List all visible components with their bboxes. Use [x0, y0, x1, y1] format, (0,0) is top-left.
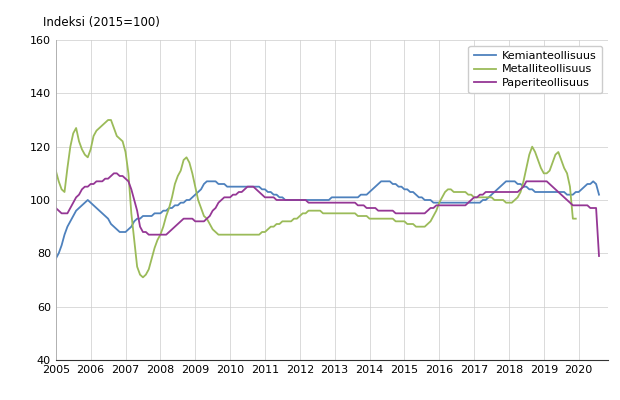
Paperiteollisuus	[235, 190, 242, 194]
Metalliteollisuus	[572, 216, 580, 221]
Paperiteollisuus	[581, 203, 588, 208]
Paperiteollisuus	[595, 254, 603, 258]
Paperiteollisuus	[55, 208, 63, 213]
Text: Indeksi (2015=100): Indeksi (2015=100)	[43, 16, 161, 29]
Kemianteollisuus	[203, 179, 211, 184]
Paperiteollisuus	[52, 206, 60, 210]
Paperiteollisuus	[252, 187, 260, 192]
Line: Kemianteollisuus: Kemianteollisuus	[56, 181, 599, 259]
Kemianteollisuus	[252, 184, 260, 189]
Kemianteollisuus	[595, 192, 603, 197]
Paperiteollisuus	[107, 174, 115, 178]
Paperiteollisuus	[110, 171, 118, 176]
Paperiteollisuus	[221, 195, 228, 200]
Kemianteollisuus	[581, 184, 588, 189]
Kemianteollisuus	[52, 256, 60, 261]
Metalliteollisuus	[166, 206, 173, 210]
Kemianteollisuus	[55, 251, 63, 256]
Metalliteollisuus	[52, 168, 60, 173]
Metalliteollisuus	[560, 166, 568, 170]
Metalliteollisuus	[255, 232, 263, 237]
Metalliteollisuus	[116, 136, 123, 141]
Line: Metalliteollisuus: Metalliteollisuus	[56, 120, 576, 277]
Kemianteollisuus	[235, 184, 242, 189]
Metalliteollisuus	[61, 190, 68, 194]
Metalliteollisuus	[104, 118, 112, 122]
Kemianteollisuus	[107, 222, 115, 226]
Metalliteollisuus	[520, 179, 527, 184]
Kemianteollisuus	[221, 182, 228, 186]
Legend: Kemianteollisuus, Metalliteollisuus, Paperiteollisuus: Kemianteollisuus, Metalliteollisuus, Pap…	[468, 46, 602, 93]
Metalliteollisuus	[140, 275, 147, 280]
Line: Paperiteollisuus: Paperiteollisuus	[56, 173, 599, 256]
